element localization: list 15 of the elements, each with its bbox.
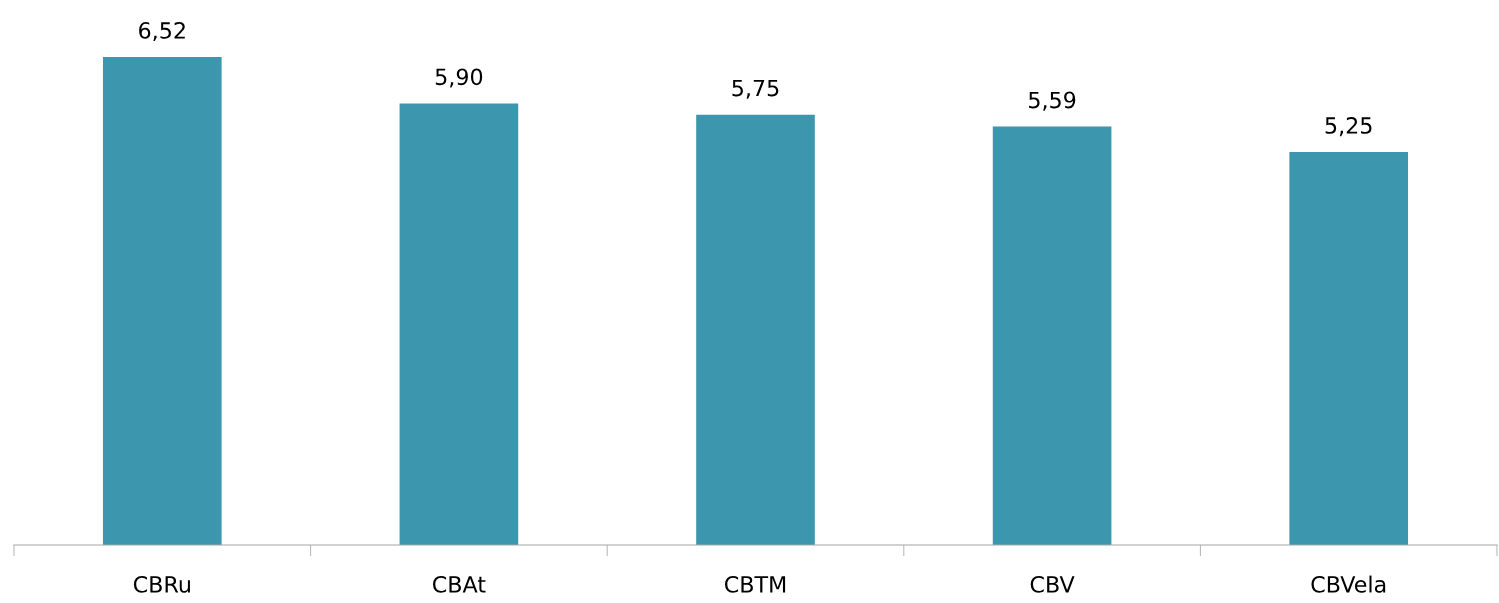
bar: [696, 114, 815, 545]
data-label: 5,59: [1029, 91, 1076, 111]
data-label: 6,52: [139, 22, 185, 42]
bar: [399, 103, 519, 545]
x-tick-label: CBTM: [724, 575, 786, 593]
data-label: 5,90: [435, 68, 483, 88]
x-tick-label: CBV: [1030, 575, 1075, 593]
data-label: 5,25: [1325, 117, 1372, 137]
x-tick-label: CBRu: [133, 575, 190, 593]
x-tick-label: CBVela: [1311, 575, 1386, 593]
bar: [992, 126, 1112, 545]
bar: [102, 57, 222, 545]
data-label: 5,75: [732, 79, 779, 99]
bar: [1289, 152, 1409, 545]
x-tick-label: CBAt: [433, 575, 486, 593]
